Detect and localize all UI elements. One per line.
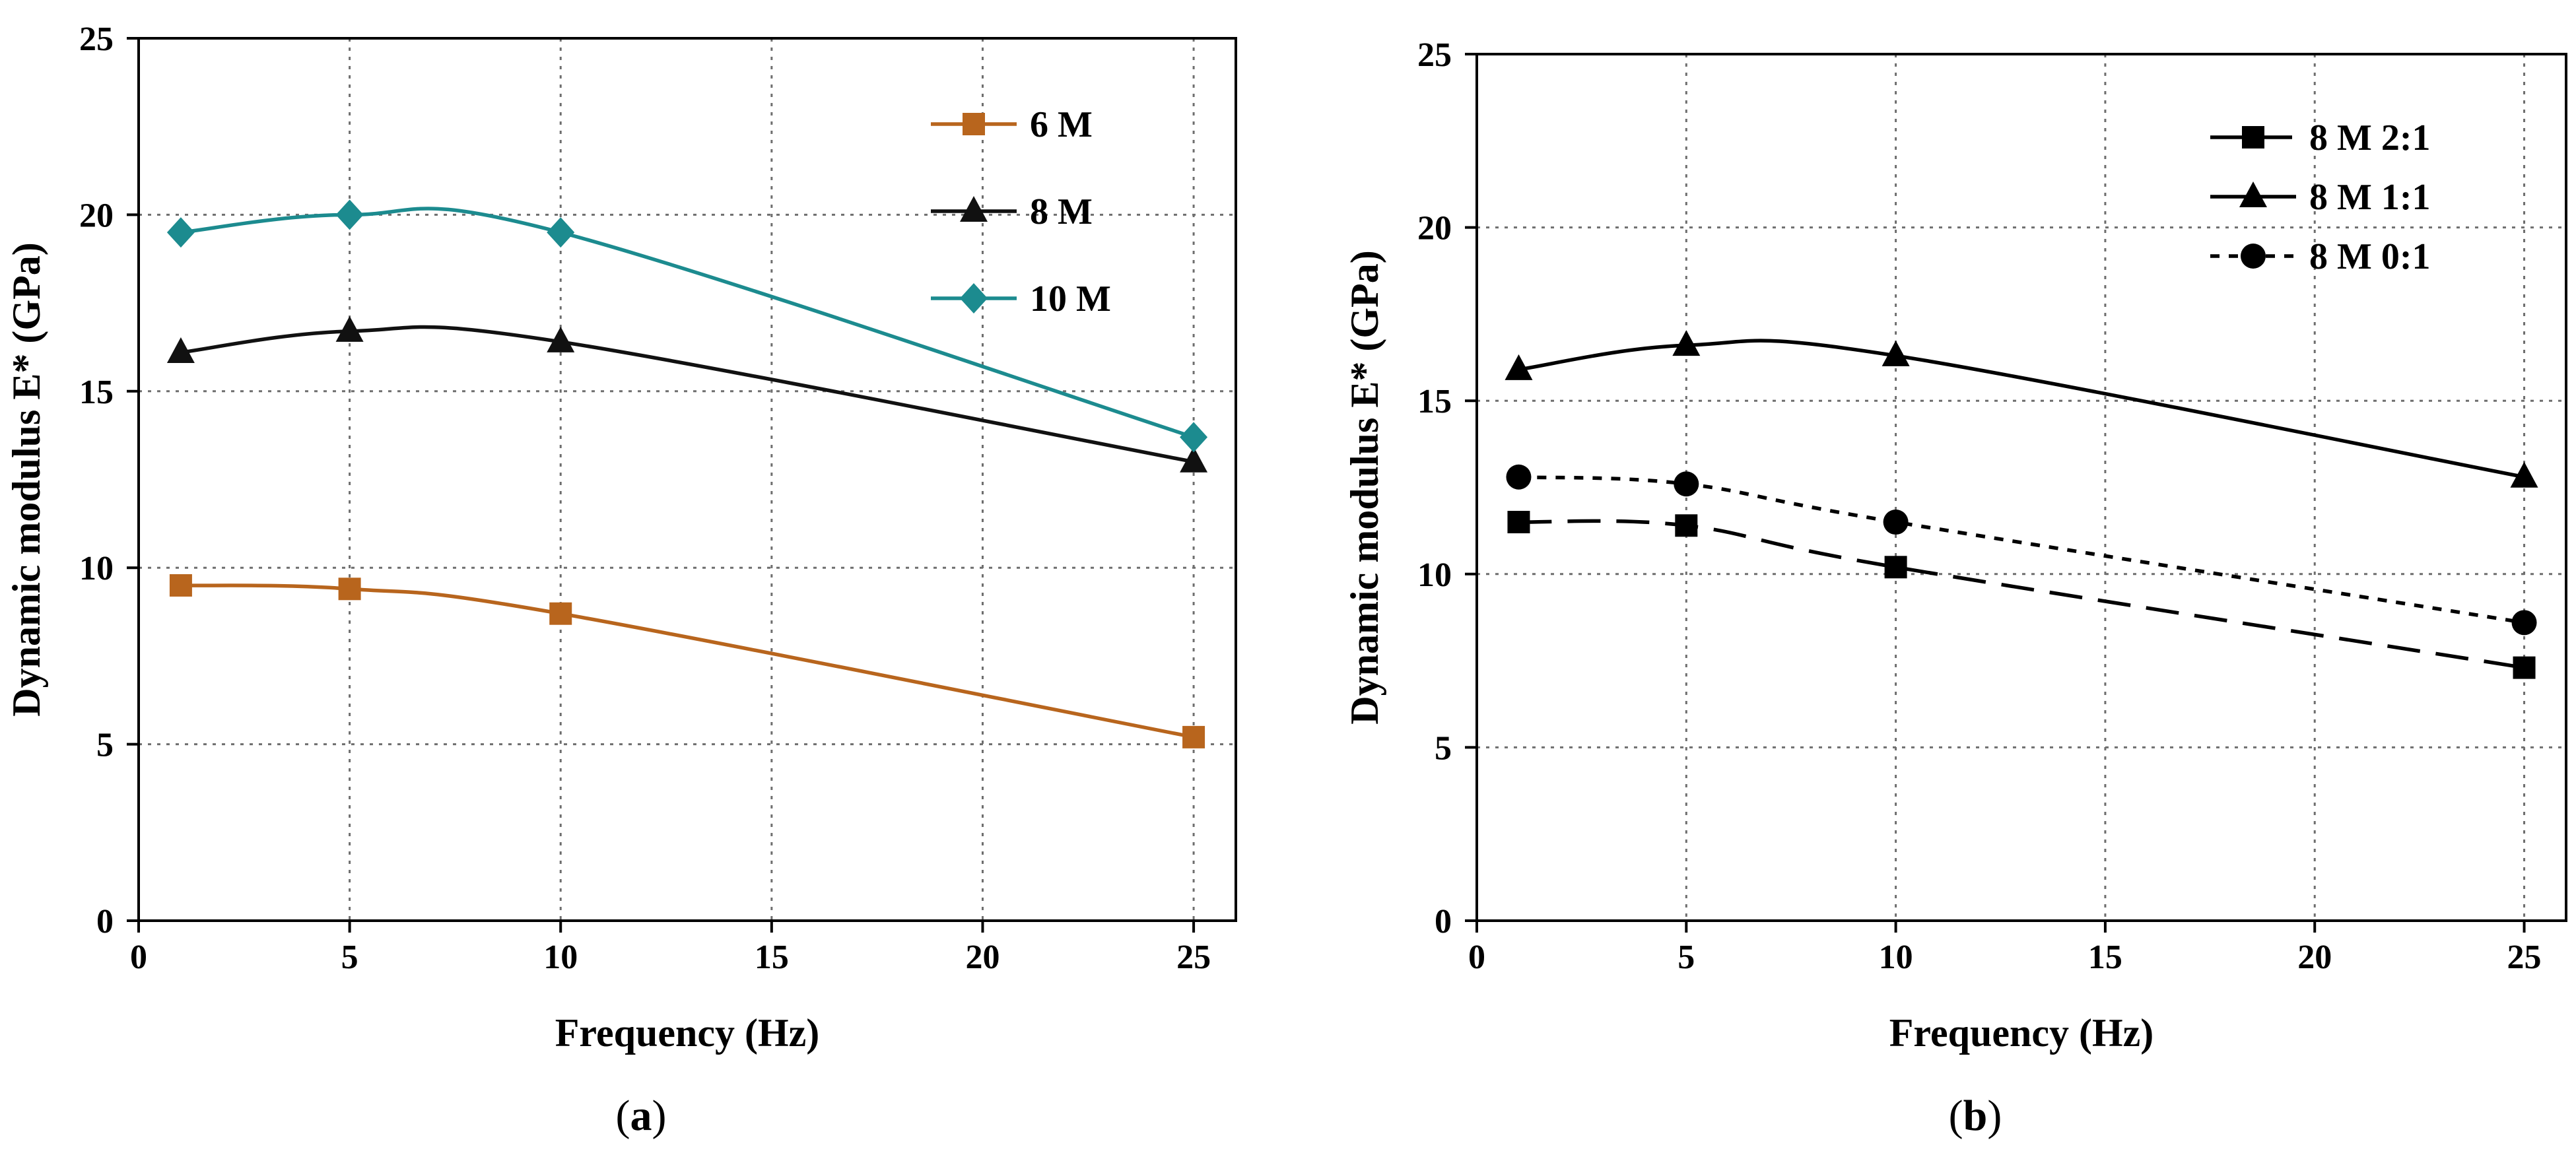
y-tick-label: 10: [79, 550, 114, 587]
x-tick-label: 5: [341, 939, 358, 976]
data-point: [335, 315, 364, 342]
data-point: [338, 578, 361, 601]
data-point: [1883, 510, 1909, 535]
plot-frame: [1475, 53, 2567, 922]
legend-marker: [2241, 244, 2266, 269]
legend-label: 8 M 2:1: [2309, 117, 2431, 158]
y-tick-label: 10: [1417, 556, 1452, 594]
data-point: [1674, 471, 1699, 497]
data-point: [166, 217, 195, 248]
series-line: [1518, 475, 2525, 625]
y-tick-label: 0: [1435, 903, 1452, 940]
legend-marker: [960, 196, 988, 222]
data-point: [1507, 511, 1530, 534]
panel-label: (a): [616, 1092, 667, 1140]
legend-label: 10 M: [1030, 279, 1111, 319]
x-tick-label: 10: [543, 939, 578, 976]
y-tick-label: 25: [79, 20, 114, 58]
plot-frame: [137, 37, 1237, 922]
data-point: [1675, 514, 1698, 537]
y-tick-label: 25: [1417, 36, 1452, 74]
x-tick-label: 15: [2088, 939, 2122, 976]
data-point: [335, 199, 364, 230]
data-point: [1180, 422, 1208, 453]
data-point: [1506, 464, 1532, 490]
y-axis-label: Dynamic modulus E* (GPa): [5, 242, 48, 716]
series-line: [180, 583, 1194, 739]
data-point: [547, 217, 575, 248]
data-point: [1672, 330, 1701, 356]
data-point: [1180, 446, 1208, 473]
data-point: [1182, 725, 1205, 748]
y-tick-label: 15: [1417, 383, 1452, 420]
legend-marker: [2239, 182, 2267, 207]
x-tick-label: 15: [755, 939, 789, 976]
series-line: [180, 325, 1194, 464]
x-tick-label: 0: [130, 939, 147, 976]
data-point: [549, 602, 572, 625]
data-point: [1884, 556, 1907, 579]
legend: 6 M 8 M 10 M: [931, 104, 1111, 319]
chart-panel-a: 0 5 10 15 20 25 0 5 10 15 20 25 Frequency (Hz) Dynami…: [5, 20, 1237, 1140]
series-line: [1518, 339, 2525, 479]
x-axis-label: Frequency (Hz): [1889, 1011, 2153, 1055]
y-axis-label: Dynamic modulus E* (GPa): [1343, 250, 1386, 724]
legend-marker: [963, 113, 985, 135]
y-tick-label: 5: [96, 727, 114, 764]
series-line: [180, 207, 1194, 439]
data-point: [2511, 610, 2537, 636]
y-tick-label: 15: [79, 374, 114, 411]
x-tick-label: 20: [2297, 939, 2332, 976]
legend-label: 8 M: [1030, 191, 1093, 232]
x-tick-label: 20: [965, 939, 1000, 976]
panel-label: (b): [1949, 1092, 2002, 1140]
data-point: [547, 326, 575, 352]
data-point: [169, 574, 192, 597]
data-point: [166, 337, 195, 363]
x-tick-label: 5: [1678, 939, 1695, 976]
data-point: [1505, 354, 1533, 380]
data-point: [2510, 461, 2538, 488]
x-tick-label: 0: [1468, 939, 1485, 976]
y-tick-label: 5: [1435, 729, 1452, 767]
x-tick-label: 10: [1879, 939, 1913, 976]
chart-panel-b: 0 5 10 15 20 25 0 5 10 15 20 25 Frequency (Hz) Dynami…: [1343, 36, 2567, 1140]
data-point: [2513, 656, 2536, 679]
legend-marker: [960, 283, 988, 314]
x-tick-label: 25: [1176, 939, 1211, 976]
legend-marker: [2242, 126, 2264, 148]
legend-label: 6 M: [1030, 104, 1093, 145]
series-line: [1518, 519, 2525, 670]
legend: 8 M 2:1 8 M 1:1 8 M 0:1: [2210, 117, 2431, 277]
x-axis-label: Frequency (Hz): [555, 1011, 819, 1055]
y-tick-label: 20: [79, 197, 114, 234]
y-tick-label: 20: [1417, 210, 1452, 248]
legend-label: 8 M 0:1: [2309, 236, 2431, 277]
x-tick-label: 25: [2507, 939, 2542, 976]
legend-label: 8 M 1:1: [2309, 177, 2431, 218]
y-tick-label: 0: [96, 903, 114, 940]
data-point: [1881, 340, 1910, 366]
